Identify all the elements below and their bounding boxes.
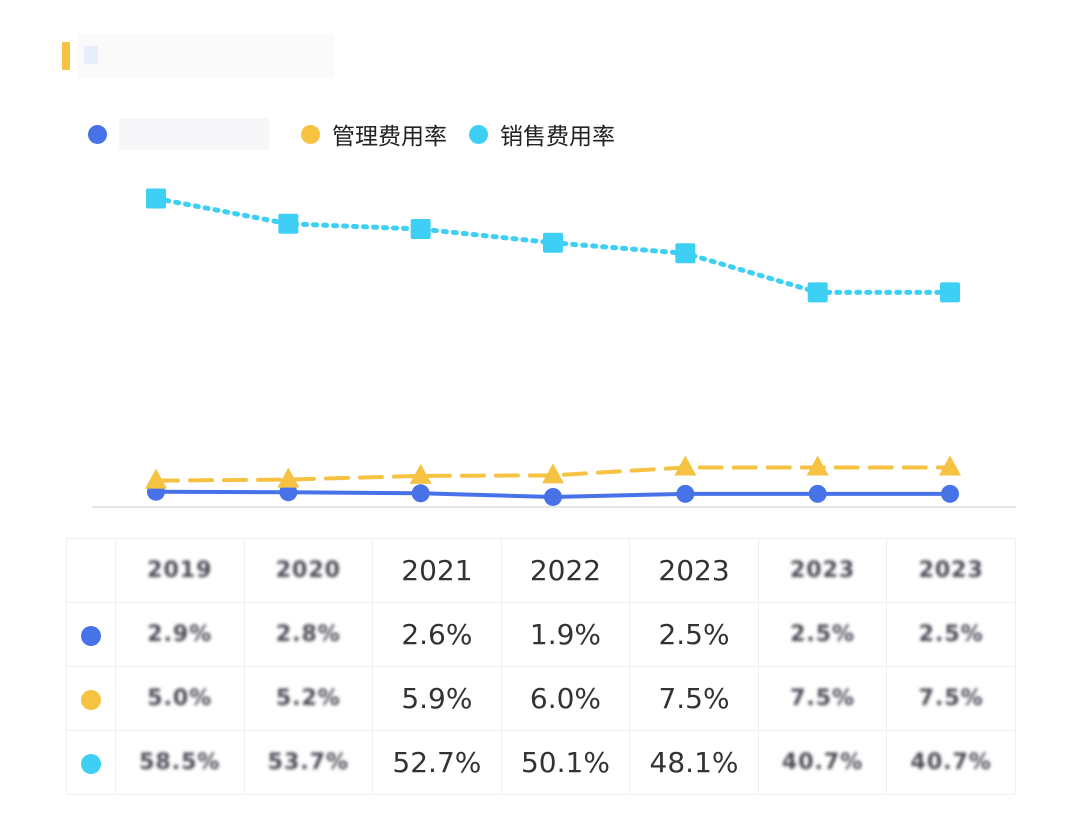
table-cell-value: 2.6% (372, 602, 502, 667)
legend-dot-blue (88, 124, 107, 144)
legend-item-sales-expense[interactable]: 销售费用率 (469, 117, 615, 151)
chart-title-obscured (78, 34, 334, 78)
table-cell-value: 2.5% (757, 602, 888, 667)
table-header-year: 2023 (757, 538, 888, 603)
data-point-yellow-0[interactable] (145, 468, 167, 489)
table-cell-value: 48.1% (629, 730, 759, 795)
table-cell-value: 7.5% (757, 666, 888, 731)
table-cell-value: 53.7% (243, 730, 374, 795)
table-cell-value: 50.1% (500, 730, 631, 795)
table-header-year: 2019 (115, 538, 245, 603)
legend-item-blue[interactable] (88, 118, 279, 150)
table-cell-value: 6.0% (500, 666, 631, 731)
data-point-blue-3[interactable] (544, 487, 562, 506)
legend-dot-cyan (469, 124, 488, 144)
data-point-blue-5[interactable] (808, 484, 827, 503)
data-point-blue-1[interactable] (279, 483, 298, 502)
table-cell-value: 7.5% (886, 666, 1016, 731)
legend-label-sales-expense: 销售费用率 (500, 124, 615, 150)
data-point-cyan-3[interactable] (543, 232, 563, 253)
chart-legend: 管理费用率 销售费用率 (88, 114, 637, 154)
data-point-yellow-1[interactable] (277, 467, 300, 488)
table-row-blue: 2.9% 2.8% 2.6% 1.9% 2.5% 2.5% 2.5% (66, 602, 1016, 667)
data-point-yellow-3[interactable] (542, 463, 564, 484)
table-cell-value: 5.9% (372, 666, 502, 731)
table-row-marker-cell (66, 730, 116, 795)
data-point-yellow-5[interactable] (806, 455, 829, 476)
table-header-year: 2021 (372, 538, 502, 603)
data-point-cyan-1[interactable] (278, 213, 299, 234)
legend-label-obscured (119, 118, 269, 150)
table-cell-value: 7.5% (629, 666, 759, 731)
table-cell-value: 2.9% (115, 602, 245, 667)
line-chart (92, 188, 1016, 508)
data-point-yellow-4[interactable] (674, 455, 697, 476)
data-point-cyan-2[interactable] (410, 219, 431, 240)
table-cell-value: 40.7% (757, 730, 888, 795)
table-header-year: 2023 (886, 538, 1016, 603)
table-corner-cell (66, 538, 116, 603)
table-header-year: 2023 (629, 538, 759, 603)
legend-item-management-expense[interactable]: 管理费用率 (301, 117, 447, 151)
data-point-blue-6[interactable] (941, 484, 959, 503)
row-dot-blue (81, 626, 101, 646)
table-row-cyan: 58.5% 53.7% 52.7% 50.1% 48.1% 40.7% 40.7% (66, 730, 1016, 795)
table-header-row: 2019 2020 2021 2022 2023 2023 2023 (66, 538, 1016, 603)
table-cell-value: 52.7% (372, 730, 502, 795)
row-dot-yellow (81, 690, 101, 710)
data-point-cyan-0[interactable] (146, 188, 166, 209)
data-point-yellow-2[interactable] (409, 463, 432, 484)
legend-label-management-expense: 管理费用率 (332, 124, 447, 150)
table-cell-value: 1.9% (500, 602, 631, 667)
table-cell-value: 58.5% (115, 730, 245, 795)
table-row-marker-cell (66, 602, 116, 667)
table-cell-value: 5.0% (115, 666, 245, 731)
table-header-year: 2020 (243, 538, 374, 603)
table-header-year: 2022 (500, 538, 631, 603)
table-cell-value: 2.5% (629, 602, 759, 667)
table-cell-value: 2.8% (243, 602, 374, 667)
table-row-marker-cell (66, 666, 116, 731)
row-dot-cyan (81, 754, 101, 774)
data-table: 2019 2020 2021 2022 2023 2023 2023 2.9% 2.8% 2.6%… (66, 538, 1016, 795)
data-point-cyan-4[interactable] (675, 243, 696, 264)
legend-dot-yellow (301, 124, 320, 144)
data-point-cyan-5[interactable] (807, 282, 828, 303)
data-point-yellow-6[interactable] (939, 455, 961, 476)
data-point-blue-4[interactable] (676, 484, 695, 503)
data-point-blue-2[interactable] (411, 484, 430, 503)
title-accent-bar (62, 42, 70, 70)
table-cell-value: 40.7% (886, 730, 1016, 795)
table-cell-value: 5.2% (243, 666, 374, 731)
table-cell-value: 2.5% (886, 602, 1016, 667)
table-row-yellow: 5.0% 5.2% 5.9% 6.0% 7.5% 7.5% 7.5% (66, 666, 1016, 731)
data-point-cyan-6[interactable] (940, 282, 960, 303)
